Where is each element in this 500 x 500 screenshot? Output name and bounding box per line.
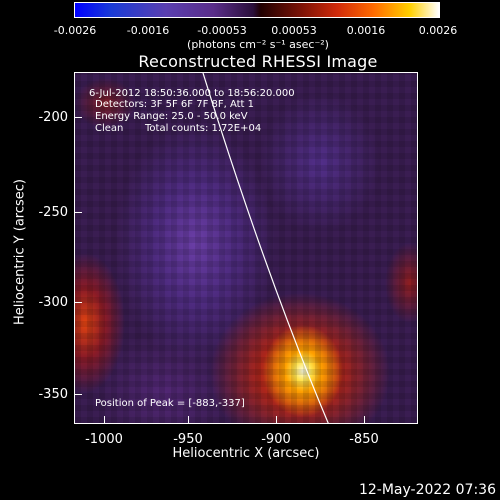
x-tick-mark xyxy=(276,416,277,424)
solar-limb-line xyxy=(202,73,329,423)
y-tick-mark xyxy=(74,394,82,395)
colorbar-tick-label: 0.00053 xyxy=(271,24,317,37)
y-tick-mark xyxy=(74,117,82,118)
detectors-text: Detectors: 3F 5F 6F 7F 8F, Att 1 xyxy=(95,99,255,110)
colorbar-tick-label: -0.0016 xyxy=(126,24,170,37)
x-tick-label: -950 xyxy=(173,432,203,447)
image-title: Reconstructed RHESSI Image xyxy=(138,52,378,71)
colorbar-tick-label: -0.0026 xyxy=(53,24,97,37)
x-tick-label: -1000 xyxy=(85,432,123,447)
x-tick-mark xyxy=(364,416,365,424)
x-tick-mark xyxy=(104,416,105,424)
y-tick-mark xyxy=(74,302,82,303)
reconstructed-image-plot: 6-Jul-2012 18:50:36.000 to 18:56:20.000 … xyxy=(74,72,418,424)
x-tick-label: -850 xyxy=(349,432,379,447)
algorithm-text: Clean xyxy=(95,123,124,134)
x-tick-label: -900 xyxy=(261,432,291,447)
y-axis-label: Heliocentric Y (arcsec) xyxy=(12,179,28,325)
image-pixel-texture xyxy=(75,73,417,423)
colorbar-units-label: (photons cm⁻² s⁻¹ asec⁻²) xyxy=(187,38,329,51)
y-tick-label: -200 xyxy=(38,110,68,125)
colorbar xyxy=(74,2,440,18)
y-tick-label: -300 xyxy=(38,295,68,310)
colorbar-tick-label: 0.0016 xyxy=(346,24,386,37)
colorbar-tick-label: -0.00053 xyxy=(197,24,247,37)
x-tick-mark xyxy=(188,416,189,424)
energy-range-text: Energy Range: 25.0 - 50.0 keV xyxy=(95,111,248,122)
colorbar-tick-label: 0.0026 xyxy=(418,24,458,37)
y-tick-label: -250 xyxy=(38,205,68,220)
time-range-text: 6-Jul-2012 18:50:36.000 to 18:56:20.000 xyxy=(89,88,295,99)
x-axis-label: Heliocentric X (arcsec) xyxy=(172,446,320,461)
y-tick-mark xyxy=(74,212,82,213)
y-tick-label: -350 xyxy=(38,387,68,402)
generation-timestamp: 12-May-2022 07:36 xyxy=(358,482,496,498)
peak-position-text: Position of Peak = [-883,-337] xyxy=(95,398,245,409)
total-counts-text: Total counts: 1.72E+04 xyxy=(145,123,262,134)
